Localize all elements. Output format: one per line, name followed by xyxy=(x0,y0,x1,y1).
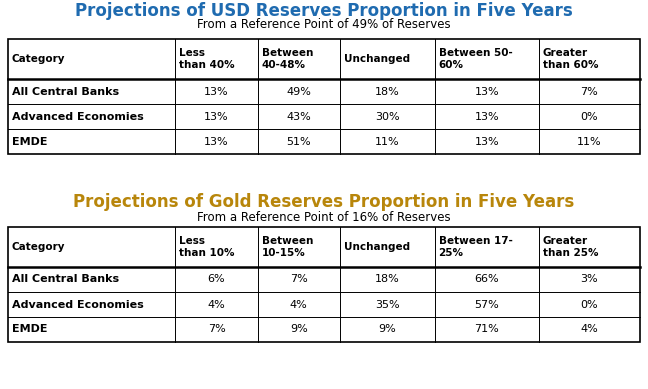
Text: EMDE: EMDE xyxy=(12,137,47,147)
Text: 9%: 9% xyxy=(290,324,308,335)
Text: 57%: 57% xyxy=(474,300,499,310)
Text: Unchanged: Unchanged xyxy=(344,54,410,64)
Bar xyxy=(8,227,640,342)
Text: Unchanged: Unchanged xyxy=(344,242,410,252)
Text: 35%: 35% xyxy=(375,300,400,310)
Text: 3%: 3% xyxy=(581,275,598,284)
Text: 9%: 9% xyxy=(378,324,396,335)
Text: 18%: 18% xyxy=(375,275,400,284)
Text: 4%: 4% xyxy=(581,324,598,335)
Text: 0%: 0% xyxy=(581,300,598,310)
Text: Between
40-48%: Between 40-48% xyxy=(262,48,313,70)
Text: 13%: 13% xyxy=(474,137,499,147)
Text: 13%: 13% xyxy=(204,112,229,121)
Text: 0%: 0% xyxy=(581,112,598,121)
Text: 43%: 43% xyxy=(286,112,311,121)
Text: From a Reference Point of 16% of Reserves: From a Reference Point of 16% of Reserve… xyxy=(197,211,451,224)
Text: 49%: 49% xyxy=(286,86,311,96)
Text: From a Reference Point of 49% of Reserves: From a Reference Point of 49% of Reserve… xyxy=(197,18,451,31)
Text: 4%: 4% xyxy=(290,300,308,310)
Text: Between 50-
60%: Between 50- 60% xyxy=(439,48,513,70)
Text: 13%: 13% xyxy=(474,112,499,121)
Text: Between
10-15%: Between 10-15% xyxy=(262,236,313,258)
Text: 71%: 71% xyxy=(474,324,499,335)
Text: Category: Category xyxy=(12,54,65,64)
Text: 6%: 6% xyxy=(208,275,226,284)
Text: 66%: 66% xyxy=(474,275,499,284)
Text: Less
than 10%: Less than 10% xyxy=(179,236,235,258)
Text: All Central Banks: All Central Banks xyxy=(12,275,119,284)
Text: 11%: 11% xyxy=(375,137,400,147)
Bar xyxy=(8,39,640,154)
Text: 13%: 13% xyxy=(204,137,229,147)
Text: 7%: 7% xyxy=(581,86,598,96)
Text: Projections of USD Reserves Proportion in Five Years: Projections of USD Reserves Proportion i… xyxy=(75,2,573,20)
Text: All Central Banks: All Central Banks xyxy=(12,86,119,96)
Text: Less
than 40%: Less than 40% xyxy=(179,48,235,70)
Text: 13%: 13% xyxy=(204,86,229,96)
Text: Advanced Economies: Advanced Economies xyxy=(12,112,144,121)
Text: 7%: 7% xyxy=(290,275,308,284)
Text: 4%: 4% xyxy=(208,300,226,310)
Text: 18%: 18% xyxy=(375,86,400,96)
Text: 13%: 13% xyxy=(474,86,499,96)
Text: 51%: 51% xyxy=(286,137,311,147)
Text: Projections of Gold Reserves Proportion in Five Years: Projections of Gold Reserves Proportion … xyxy=(73,193,575,211)
Text: Between 17-
25%: Between 17- 25% xyxy=(439,236,513,258)
Text: 30%: 30% xyxy=(375,112,400,121)
Text: 7%: 7% xyxy=(208,324,226,335)
Text: Greater
than 25%: Greater than 25% xyxy=(543,236,598,258)
Text: EMDE: EMDE xyxy=(12,324,47,335)
Text: Greater
than 60%: Greater than 60% xyxy=(543,48,598,70)
Text: 11%: 11% xyxy=(577,137,602,147)
Text: Category: Category xyxy=(12,242,65,252)
Text: Advanced Economies: Advanced Economies xyxy=(12,300,144,310)
